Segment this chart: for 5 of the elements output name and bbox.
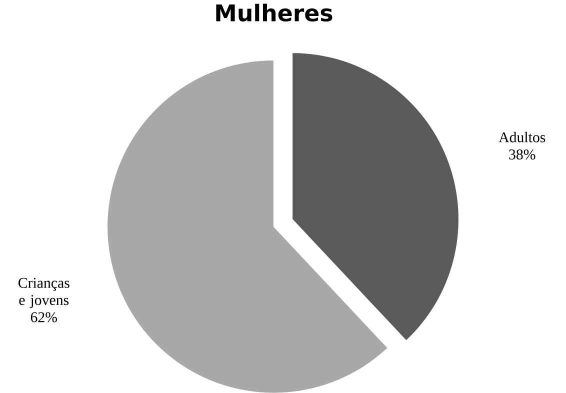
data-label: 62% bbox=[30, 312, 58, 322]
slice-label: Adultos bbox=[498, 132, 546, 142]
slice-label: Crianças e jovens bbox=[18, 278, 70, 308]
data-label: 38% bbox=[509, 149, 536, 160]
chart-title: Mulheres bbox=[216, 4, 332, 22]
